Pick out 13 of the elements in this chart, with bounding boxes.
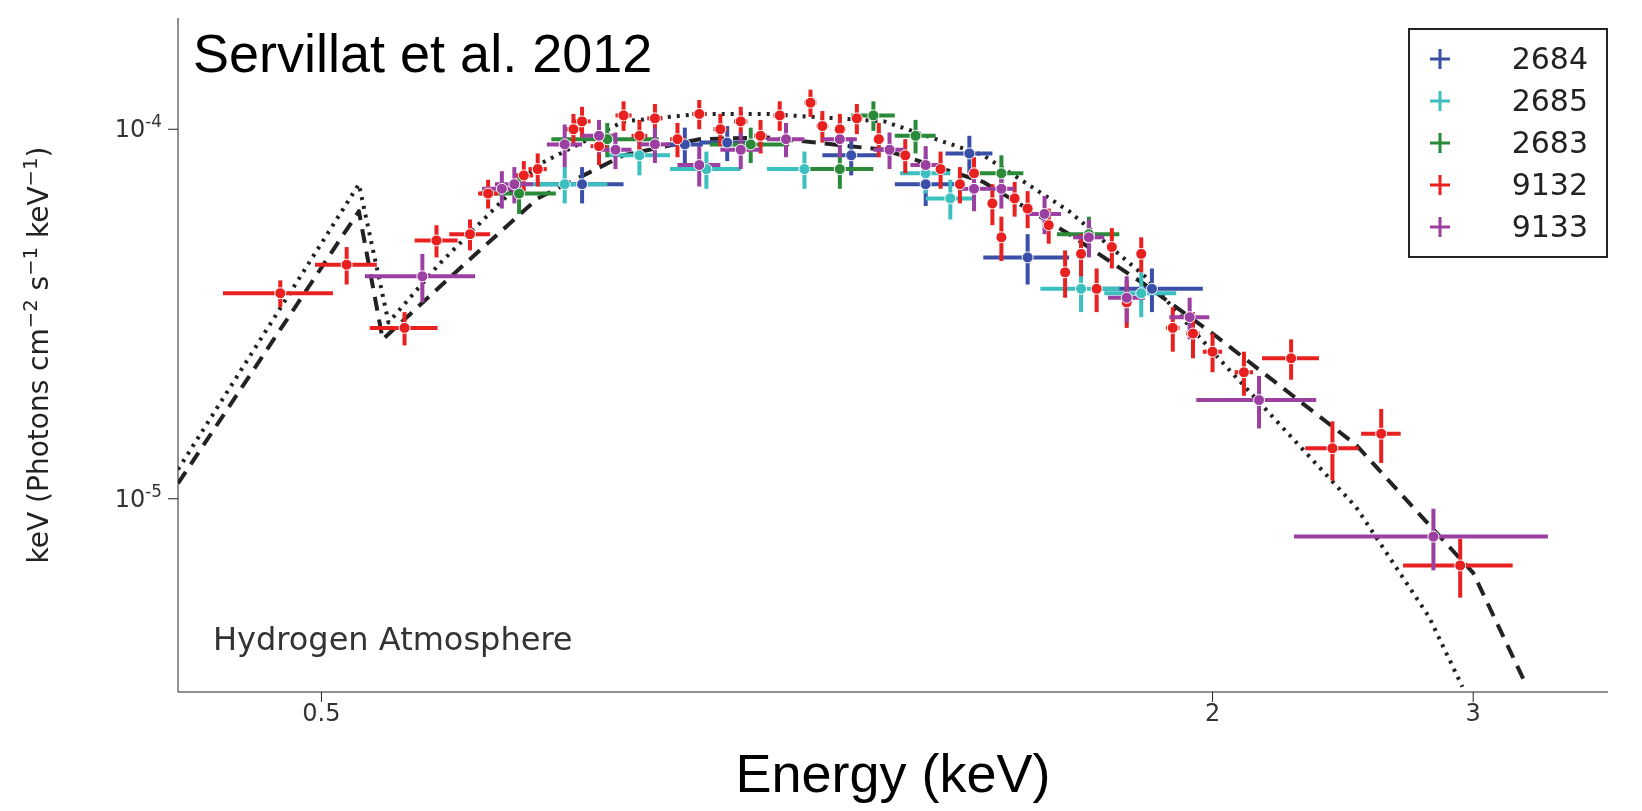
x-tick-label: 3	[1465, 699, 1481, 728]
y-tick-label: 10$^{-4}$	[114, 111, 162, 144]
x-tick-label: 2	[1204, 699, 1221, 728]
legend-label: 9132	[1511, 166, 1588, 204]
x-axis-title: Energy (keV)	[735, 743, 1051, 803]
legend-label: 2683	[1511, 124, 1588, 162]
annotation: Servillat et al. 2012	[193, 22, 653, 84]
annotation: Hydrogen Atmosphere	[213, 620, 573, 658]
y-tick-label: 10$^{-5}$	[114, 480, 162, 513]
x-tick-label: 0.5	[302, 699, 341, 728]
legend-label: 2685	[1511, 82, 1588, 120]
legend-label: 2684	[1511, 40, 1588, 78]
legend-label: 9133	[1511, 208, 1588, 246]
